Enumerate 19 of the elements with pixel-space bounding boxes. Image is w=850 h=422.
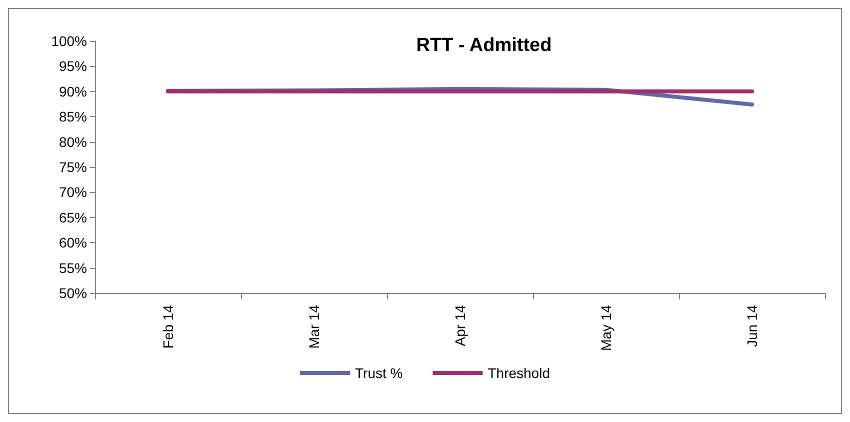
chart-title: RTT - Admitted — [416, 35, 552, 56]
y-tick-label: 60% — [58, 234, 87, 251]
y-tick-label: 65% — [58, 209, 87, 226]
x-tick-label: May 14 — [598, 304, 614, 351]
y-tick-label: 50% — [58, 285, 87, 301]
x-tick-label: Jun 14 — [744, 304, 760, 348]
x-tick-label: Feb 14 — [160, 304, 176, 349]
y-tick-label: 75% — [58, 159, 87, 175]
y-tick-label: 95% — [58, 58, 87, 74]
y-tick-label: 85% — [58, 108, 87, 125]
x-tick-label: Mar 14 — [306, 304, 322, 349]
x-tick-label: Apr 14 — [452, 304, 468, 346]
y-tick-label: 80% — [58, 134, 87, 150]
legend-label: Threshold — [488, 365, 550, 381]
y-tick-label: 100% — [51, 33, 87, 49]
legend-label: Trust % — [355, 365, 403, 381]
y-tick-label: 55% — [58, 260, 87, 276]
y-tick-label: 70% — [58, 184, 87, 200]
y-tick-label: 90% — [58, 83, 87, 100]
